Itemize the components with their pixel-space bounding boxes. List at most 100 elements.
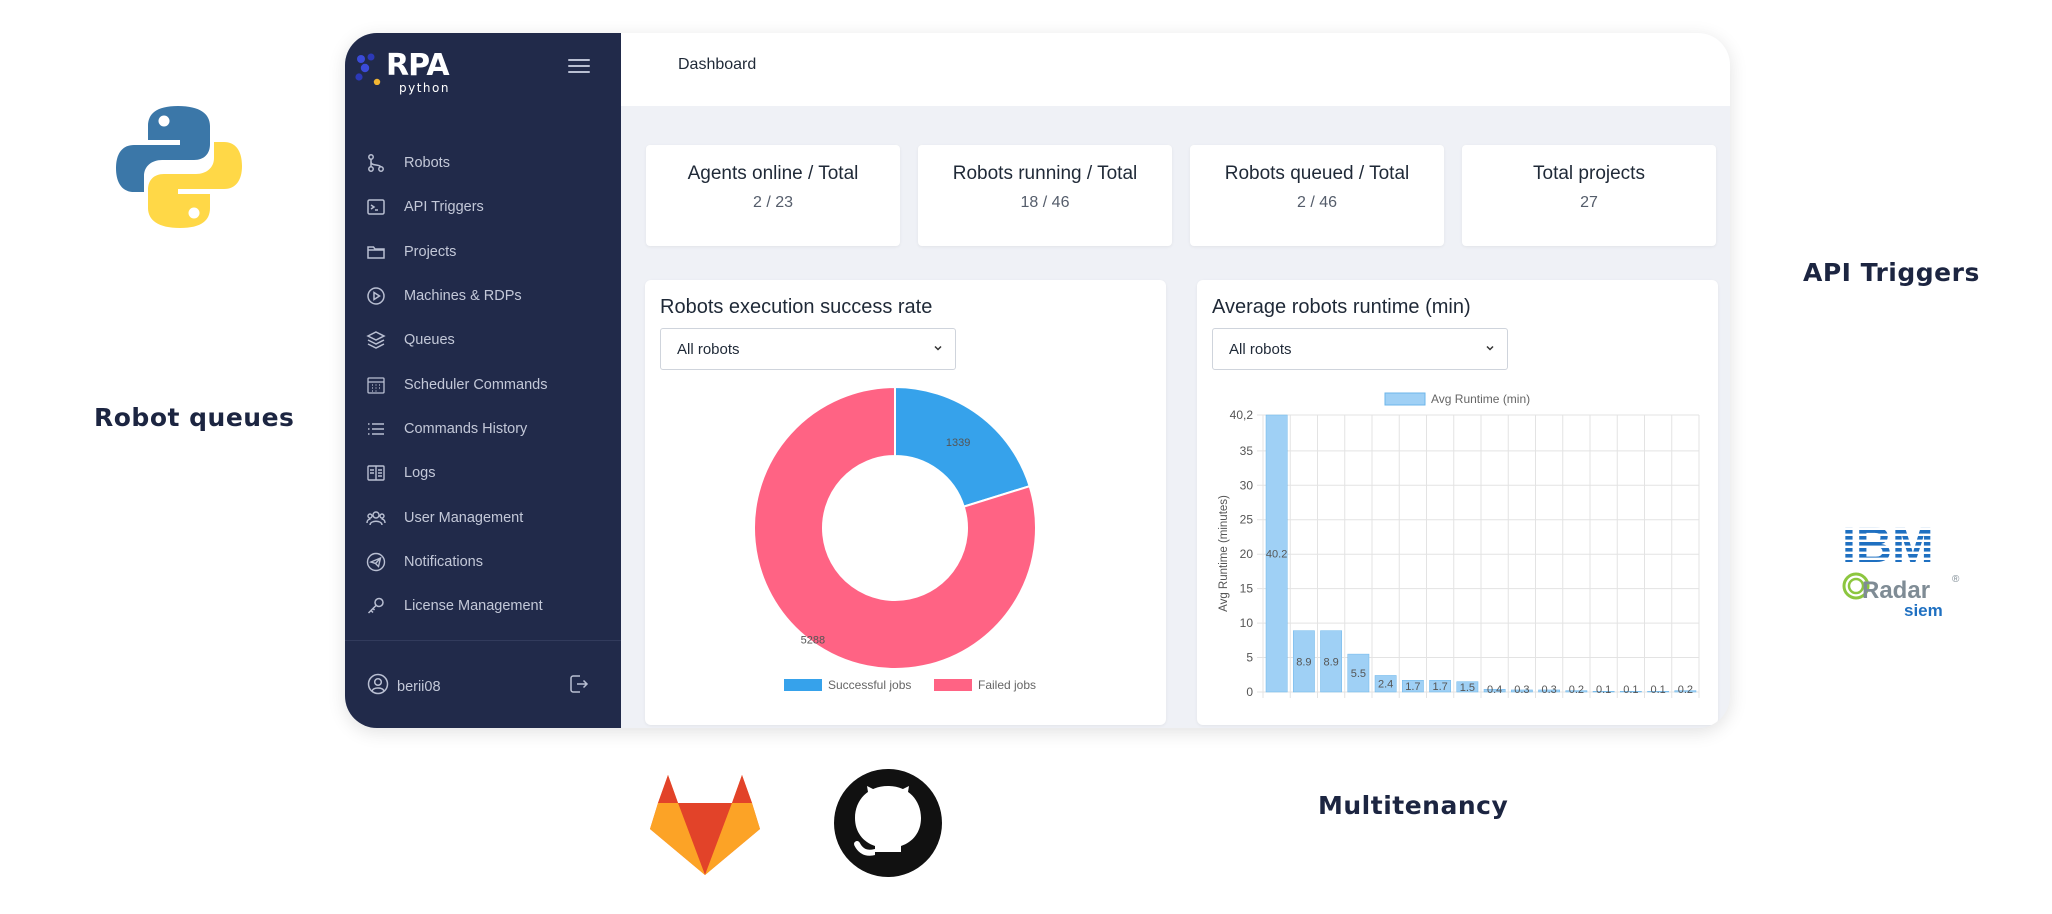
bar[interactable] — [1565, 690, 1588, 693]
sidebar-item-label: Projects — [404, 243, 457, 260]
y-tick-label: 40,2 — [1230, 408, 1254, 422]
chevron-down-icon — [1486, 345, 1494, 351]
y-tick-label: 30 — [1240, 478, 1254, 492]
user-profile[interactable]: berii08 — [367, 673, 441, 700]
brand-subtitle: python — [399, 81, 450, 95]
success-rate-panel: Robots execution success rate All robots… — [645, 280, 1166, 725]
bar[interactable] — [1456, 681, 1479, 693]
brand-logo[interactable]: RPA python — [355, 47, 475, 95]
y-tick-label: 0 — [1246, 685, 1253, 699]
y-tick-label: 10 — [1240, 616, 1254, 630]
sidebar-item-api-triggers[interactable]: API Triggers — [345, 185, 621, 229]
layers-icon — [365, 329, 387, 351]
bar[interactable] — [1401, 680, 1424, 693]
sidebar-item-label: License Management — [404, 598, 543, 615]
bar-value-label: 0.2 — [1569, 684, 1584, 696]
ibm-qradar-logo-icon: IBM Radar ® siem — [1842, 517, 1962, 624]
robot-branch-icon — [365, 152, 387, 174]
gitlab-logo-icon — [650, 773, 760, 877]
logout-icon[interactable] — [568, 673, 590, 700]
sidebar-item-machines[interactable]: Machines & RDPs — [345, 274, 621, 318]
doughnut-slice[interactable] — [894, 385, 1031, 508]
bar[interactable] — [1374, 675, 1397, 693]
sidebar-item-commands-history[interactable]: Commands History — [345, 407, 621, 451]
sidebar-item-queues[interactable]: Queues — [345, 318, 621, 362]
sidebar-item-label: User Management — [404, 509, 524, 526]
sidebar-item-label: Commands History — [404, 420, 528, 437]
stat-title: Agents online / Total — [687, 163, 859, 184]
bar[interactable] — [1647, 691, 1670, 693]
bar[interactable] — [1619, 691, 1642, 693]
legend-swatch — [784, 679, 822, 691]
panel-title: Robots execution success rate — [660, 296, 933, 318]
key-icon — [365, 595, 387, 617]
siem-text: siem — [1904, 601, 1943, 620]
qradar-text: Radar — [1862, 577, 1930, 604]
legend-swatch — [1384, 392, 1426, 406]
bar[interactable] — [1538, 689, 1561, 693]
bar-value-label: 5.5 — [1351, 668, 1366, 680]
sidebar-item-user-management[interactable]: User Management — [345, 495, 621, 539]
bar[interactable] — [1347, 653, 1370, 693]
sidebar-item-label: Notifications — [404, 553, 483, 570]
bar[interactable] — [1292, 630, 1315, 693]
sidebar-item-robots[interactable]: Robots — [345, 141, 621, 185]
y-axis-label: Avg Runtime (minutes) — [1218, 495, 1230, 612]
breadcrumb[interactable]: Dashboard — [678, 56, 757, 73]
slice-value-label: 1339 — [946, 437, 970, 449]
top-bar: Dashboard — [621, 33, 1730, 106]
hamburger-menu-icon[interactable] — [568, 59, 590, 75]
chevron-down-icon — [934, 345, 942, 351]
sidebar-item-label: Queues — [404, 332, 455, 349]
bar[interactable] — [1320, 630, 1343, 693]
sidebar-item-logs[interactable]: Logs — [345, 451, 621, 495]
y-tick-label: 15 — [1240, 582, 1254, 596]
bar-value-label: 40.2 — [1266, 549, 1287, 561]
y-tick-label: 35 — [1240, 444, 1254, 458]
stat-card-total-projects: Total projects 27 — [1462, 145, 1716, 246]
bar-value-label: 1.7 — [1405, 681, 1420, 693]
multitenancy-label: Multitenancy — [1318, 791, 1509, 820]
bar-value-label: 0.1 — [1596, 684, 1611, 696]
panel-title: Average robots runtime (min) — [1212, 296, 1471, 318]
sidebar: RPA python Robots API Triggers P — [345, 33, 621, 728]
stat-title: Total projects — [1533, 163, 1645, 184]
legend-swatch — [934, 679, 972, 691]
bar[interactable] — [1510, 689, 1533, 693]
stat-title: Robots queued / Total — [1224, 163, 1410, 184]
sidebar-item-license[interactable]: License Management — [345, 584, 621, 628]
robot-queues-label: Robot queues — [94, 403, 295, 432]
legend-label: Avg Runtime (min) — [1431, 392, 1530, 406]
robot-filter-select[interactable]: All robots — [660, 328, 956, 370]
bar[interactable] — [1429, 680, 1452, 693]
sidebar-item-scheduler[interactable]: Scheduler Commands — [345, 362, 621, 406]
app-window: RPA python Robots API Triggers P — [345, 33, 1730, 728]
bar-value-label: 1.5 — [1460, 682, 1475, 694]
y-tick-label: 25 — [1240, 513, 1254, 527]
stat-value: 2 / 23 — [752, 194, 794, 211]
doughnut-slice[interactable] — [753, 385, 1037, 670]
bar[interactable] — [1674, 690, 1697, 693]
sidebar-item-notifications[interactable]: Notifications — [345, 540, 621, 584]
stat-card-robots-queued: Robots queued / Total 2 / 46 — [1190, 145, 1444, 246]
robot-filter-select[interactable]: All robots — [1212, 328, 1508, 370]
stat-card-agents: Agents online / Total 2 / 23 — [646, 145, 900, 246]
bar[interactable] — [1592, 691, 1615, 693]
bar[interactable] — [1265, 414, 1288, 693]
bar-value-label: 0.3 — [1541, 684, 1556, 696]
select-value: All robots — [677, 341, 740, 358]
sidebar-item-label: Robots — [404, 155, 450, 172]
bar[interactable] — [1483, 688, 1506, 693]
github-logo-icon — [833, 768, 943, 878]
stat-value: 18 / 46 — [1020, 194, 1070, 211]
sidebar-item-label: Machines & RDPs — [404, 288, 522, 305]
play-circle-icon — [365, 285, 387, 307]
bar-value-label: 8.9 — [1296, 656, 1311, 668]
sidebar-item-projects[interactable]: Projects — [345, 230, 621, 274]
stat-value: 2 / 46 — [1296, 194, 1338, 211]
calendar-icon — [365, 374, 387, 396]
bar-value-label: 0.3 — [1514, 684, 1529, 696]
stat-card-robots-running: Robots running / Total 18 / 46 — [918, 145, 1172, 246]
bar-value-label: 1.7 — [1432, 681, 1447, 693]
select-value: All robots — [1229, 341, 1292, 358]
